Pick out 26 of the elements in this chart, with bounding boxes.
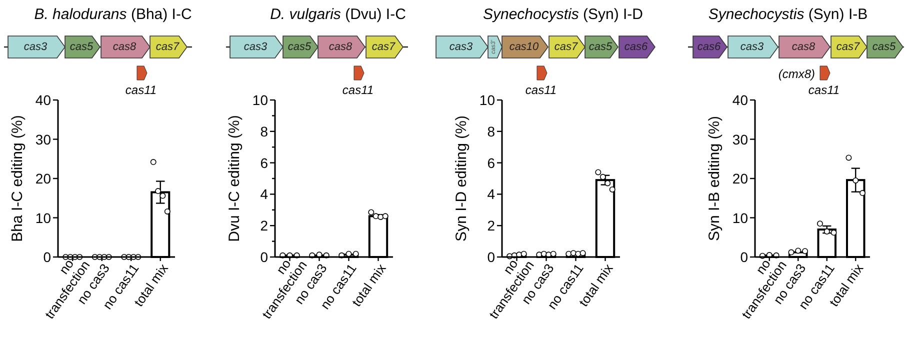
y-tick-label: 0 <box>740 249 748 265</box>
y-tick-label: 0 <box>487 249 496 265</box>
chart-title: Synechocystis (Syn) I-D <box>482 6 644 23</box>
y-axis-title: Bha I-C editing (%) <box>9 115 26 242</box>
chart-title: B. halodurans (Bha) I-C <box>34 6 192 23</box>
y-tick-label: 0 <box>260 249 268 265</box>
y-tick-label: 20 <box>732 170 748 186</box>
y-tick-label: 4 <box>260 186 268 202</box>
y-axis-title: Dvu I-C editing (%) <box>226 115 243 242</box>
y-tick-label: 10 <box>732 210 748 226</box>
y-tick-label: 6 <box>260 154 268 171</box>
y-tick-label: 30 <box>35 131 52 148</box>
chart-title: D. vulgaris (Dvu) I-C <box>270 6 406 23</box>
y-tick-label: 20 <box>35 170 52 186</box>
y-tick-label: 4 <box>487 186 496 202</box>
y-axis-title: Syn I-D editing (%) <box>453 116 470 242</box>
y-tick-label: 6 <box>487 154 496 171</box>
y-tick-label: 2 <box>260 218 268 234</box>
y-tick-label: 0 <box>43 249 52 265</box>
chart-title: Synechocystis (Syn) I-B <box>708 6 868 23</box>
y-axis-title: Syn I-B editing (%) <box>706 116 723 242</box>
y-tick-label: 8 <box>487 123 496 140</box>
y-tick-label: 2 <box>487 218 496 234</box>
y-tick-label: 30 <box>732 131 748 148</box>
y-tick-label: 10 <box>35 210 52 226</box>
y-tick-label: 8 <box>260 123 268 140</box>
